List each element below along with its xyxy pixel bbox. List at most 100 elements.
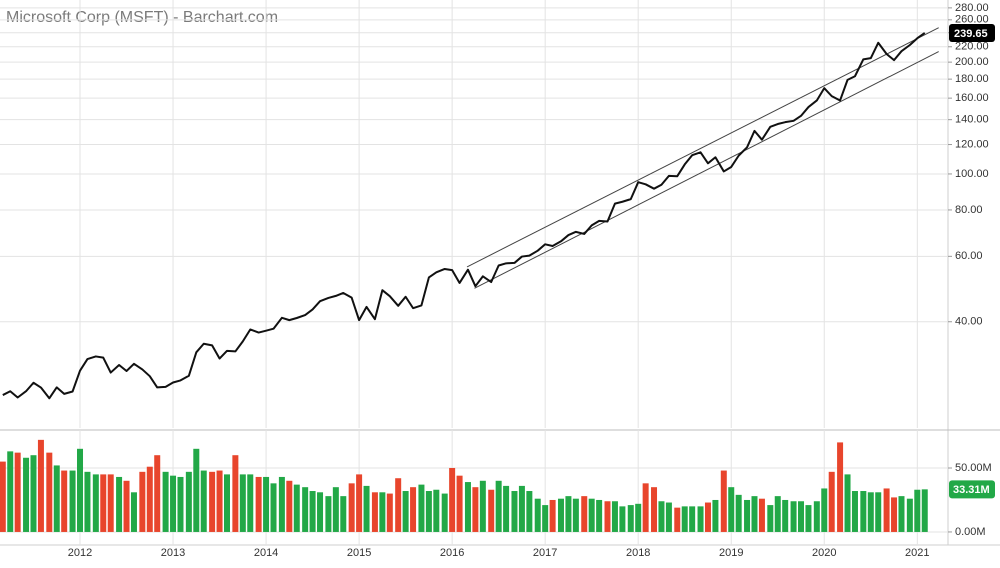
x-tick-label: 2021 <box>905 547 929 559</box>
volume-bar <box>456 475 463 532</box>
volume-bar <box>386 493 393 532</box>
volume-bar <box>851 491 858 532</box>
volume-bar <box>107 474 114 532</box>
volume-bar <box>286 480 293 532</box>
volume-bar <box>77 448 84 532</box>
x-tick-label: 2018 <box>626 547 650 559</box>
volume-bar <box>651 487 658 532</box>
volume-bar <box>837 442 844 532</box>
volume-bar <box>247 474 254 532</box>
last-price-box <box>949 23 995 42</box>
y-tick-label: 140.00 <box>955 114 989 126</box>
volume-bar <box>495 480 502 532</box>
volume-bar <box>130 492 137 532</box>
y-tick-label: 180.00 <box>955 73 989 85</box>
volume-bar <box>464 482 471 532</box>
volume-bar <box>611 501 618 532</box>
y-tick-label: 120.00 <box>955 138 989 150</box>
volume-bar <box>441 493 448 532</box>
volume-bar <box>193 448 200 532</box>
volume-bar <box>100 474 107 532</box>
volume-bar <box>23 457 30 532</box>
volume-bar <box>712 499 719 532</box>
volume-bar <box>37 439 44 532</box>
volume-bar <box>7 451 14 532</box>
volume-bar <box>735 494 742 532</box>
volume-bar <box>170 475 177 532</box>
price-line <box>2 32 926 400</box>
volume-bar <box>542 505 549 532</box>
volume-bar <box>744 499 751 532</box>
volume-bar <box>635 503 642 532</box>
volume-bar <box>906 498 913 532</box>
volume-bar <box>875 492 882 532</box>
y-tick-label: 220.00 <box>955 41 989 53</box>
volume-bar <box>216 470 223 532</box>
volume-bar <box>805 505 812 532</box>
volume-bar <box>588 498 595 532</box>
volume-bar <box>116 476 123 532</box>
volume-bar <box>642 483 649 532</box>
volume-bar <box>302 487 309 532</box>
y-tick-label: 80.00 <box>955 204 983 216</box>
volume-bar <box>720 470 727 532</box>
volume-bar <box>479 480 486 532</box>
volume-bar <box>0 461 6 532</box>
volume-bar <box>914 489 921 532</box>
last-volume-label: 33.31M <box>953 484 990 496</box>
volume-bar <box>177 476 184 532</box>
volume-bar <box>860 491 867 532</box>
x-tick-label: 2016 <box>440 547 464 559</box>
volume-bar <box>828 471 835 532</box>
volume-bar <box>596 499 603 532</box>
volume-bar <box>154 455 161 532</box>
volume-bar <box>619 506 626 532</box>
volume-bar <box>681 506 688 532</box>
x-tick-label: 2014 <box>254 547 278 559</box>
volume-bar <box>239 474 246 532</box>
volume-bar <box>627 505 634 532</box>
volume-bar <box>402 491 409 532</box>
volume-bar <box>767 505 774 532</box>
volume-bar <box>232 455 239 532</box>
volume-bar <box>758 498 765 532</box>
volume-bar <box>472 487 479 532</box>
volume-bar <box>557 498 564 532</box>
volume-bar <box>293 484 300 532</box>
volume-bar <box>433 489 440 532</box>
y-tick-label: 60.00 <box>955 250 983 262</box>
volume-bar <box>511 491 518 532</box>
volume-bar <box>449 467 456 532</box>
volume-bar <box>697 506 704 532</box>
volume-bar <box>658 501 665 532</box>
volume-bar <box>146 466 153 532</box>
volume-bar <box>790 501 797 532</box>
volume-bar <box>418 484 425 532</box>
volume-bar <box>565 496 572 532</box>
volume-bar <box>526 491 533 532</box>
x-tick-label: 2020 <box>812 547 836 559</box>
volume-bar <box>162 471 169 532</box>
volume-bar <box>782 499 789 532</box>
volume-bar <box>821 488 828 532</box>
volume-bar <box>798 501 805 532</box>
last-volume-box <box>949 480 995 499</box>
volume-bar <box>317 492 324 532</box>
volume-bar <box>921 489 928 532</box>
y-tick-label: 50.00M <box>955 462 992 474</box>
volume-bar <box>332 487 339 532</box>
y-tick-label: 260.00 <box>955 14 989 26</box>
volume-bar <box>379 492 386 532</box>
volume-bar <box>371 492 378 532</box>
volume-bar <box>898 496 905 532</box>
volume-bar <box>255 476 262 532</box>
volume-bar <box>425 491 432 532</box>
x-tick-label: 2015 <box>347 547 371 559</box>
volume-bar <box>751 496 758 532</box>
volume-bar <box>488 489 495 532</box>
volume-bar <box>14 452 21 532</box>
y-tick-label: 280.00 <box>955 2 989 14</box>
